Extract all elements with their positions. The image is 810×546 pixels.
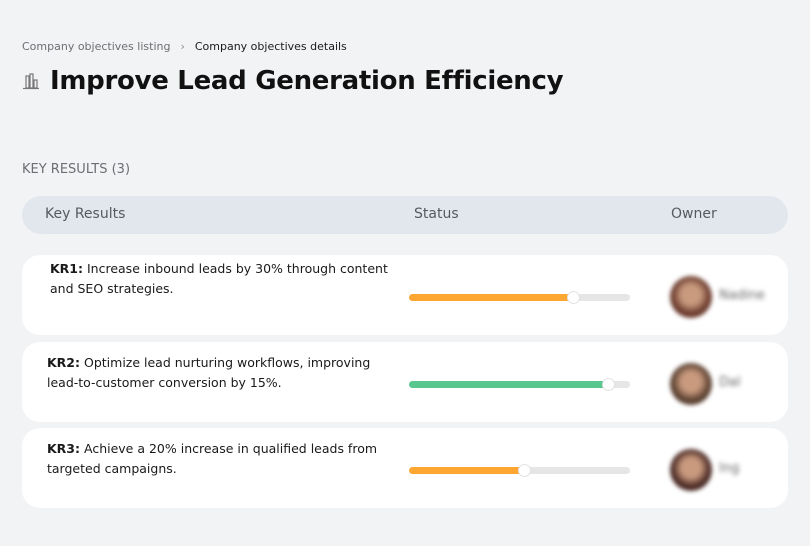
key-result-text: KR1: Increase inbound leads by 30% throu… [50,259,390,299]
owner-name: Dal [719,375,741,390]
column-header-owner: Owner [671,206,717,222]
key-results-count: KEY RESULTS (3) [22,162,131,177]
table-header: Key Results Status Owner [22,196,788,234]
key-result-row[interactable]: KR1: Increase inbound leads by 30% throu… [22,255,788,335]
progress-slider[interactable] [409,378,630,391]
key-result-row[interactable]: KR3: Achieve a 20% increase in qualified… [22,428,788,508]
key-result-description: Achieve a 20% increase in qualified lead… [47,441,378,476]
key-result-row[interactable]: KR2: Optimize lead nurturing workflows, … [22,342,788,422]
owner-name: Ing [719,461,740,476]
avatar [670,276,712,318]
progress-slider[interactable] [409,464,630,477]
progress-fill [409,294,573,301]
key-result-text: KR3: Achieve a 20% increase in qualified… [47,439,387,479]
progress-fill [409,381,608,388]
key-result-id: KR1: [50,261,84,276]
column-header-key-results: Key Results [45,206,126,222]
page-title: Improve Lead Generation Efficiency [50,66,564,96]
key-result-id: KR2: [47,355,81,370]
column-header-status: Status [414,206,459,222]
building-chart-icon [23,73,39,90]
slider-thumb[interactable] [517,464,531,477]
breadcrumb-chevron-icon: › [180,40,185,53]
progress-slider[interactable] [409,291,630,304]
avatar [670,363,712,405]
breadcrumb-current: Company objectives details [194,40,347,53]
avatar [670,449,712,491]
breadcrumb-parent-link[interactable]: Company objectives listing [22,40,171,53]
progress-fill [409,467,524,474]
key-result-description: Increase inbound leads by 30% through co… [50,261,388,296]
owner-name: Nadine [719,288,765,303]
key-result-description: Optimize lead nurturing workflows, impro… [47,355,371,390]
slider-thumb[interactable] [566,291,580,304]
key-result-text: KR2: Optimize lead nurturing workflows, … [47,353,387,393]
breadcrumb: Company objectives listing › Company obj… [22,40,347,53]
key-result-id: KR3: [47,441,81,456]
page-header: Improve Lead Generation Efficiency [22,66,564,96]
slider-thumb[interactable] [601,378,615,391]
